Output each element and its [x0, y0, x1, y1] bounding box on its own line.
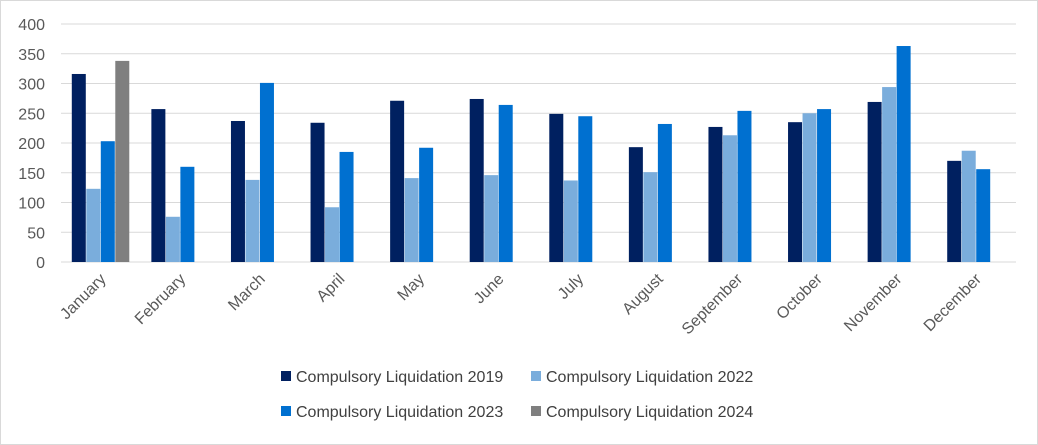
- x-tick-label: May: [395, 271, 428, 304]
- bar-february-1: [151, 109, 166, 263]
- bar-july-1: [549, 113, 564, 262]
- legend-label: Compulsory Liquidation 2019: [296, 369, 503, 386]
- bar-february-3: [180, 166, 195, 262]
- y-tick-label: 150: [18, 166, 45, 183]
- y-tick-label: 0: [36, 255, 45, 272]
- y-tick-label: 350: [18, 47, 45, 64]
- x-tick-label: April: [314, 271, 349, 306]
- bar-january-2: [86, 188, 101, 262]
- y-tick-label: 250: [18, 106, 45, 123]
- bar-july-2: [563, 180, 578, 262]
- bar-march-2: [245, 179, 260, 262]
- x-tick-label: January: [57, 271, 109, 323]
- x-tick-label: December: [921, 270, 986, 335]
- y-tick-label: 100: [18, 196, 45, 213]
- legend-swatch: [531, 406, 541, 416]
- bar-october-3: [817, 109, 832, 263]
- bar-september-3: [737, 110, 752, 263]
- bar-june-2: [484, 175, 499, 262]
- y-tick-label: 200: [18, 136, 45, 153]
- x-tick-label: November: [841, 270, 906, 335]
- legend-swatch: [531, 371, 541, 381]
- x-tick-label: March: [225, 271, 268, 314]
- bar-february-2: [165, 216, 180, 262]
- bar-august-3: [657, 123, 672, 263]
- bar-january-1: [71, 73, 86, 262]
- x-tick-label: September: [679, 270, 747, 338]
- legend-swatch: [281, 406, 291, 416]
- bar-september-1: [708, 126, 723, 262]
- x-tick-label: February: [132, 271, 189, 328]
- y-tick-label: 50: [27, 225, 45, 242]
- bar-january-3: [100, 141, 115, 262]
- y-tick-label: 300: [18, 77, 45, 94]
- bar-may-3: [419, 147, 434, 262]
- y-tick-label: 400: [18, 17, 45, 34]
- bar-march-3: [259, 82, 274, 262]
- legend-label: Compulsory Liquidation 2022: [546, 369, 753, 386]
- bar-october-2: [802, 113, 817, 262]
- bar-april-3: [339, 151, 354, 262]
- x-tick-label: October: [774, 270, 827, 323]
- bar-september-2: [722, 135, 737, 262]
- legend-swatch: [281, 371, 291, 381]
- bar-june-1: [469, 98, 484, 262]
- legend-label: Compulsory Liquidation 2024: [546, 404, 753, 421]
- bar-november-3: [896, 46, 911, 262]
- bar-august-2: [643, 172, 658, 262]
- x-tick-label: June: [471, 271, 508, 308]
- x-tick-label: July: [555, 271, 587, 303]
- bar-october-1: [788, 122, 803, 262]
- bar-january-4: [115, 60, 130, 262]
- bar-may-2: [404, 178, 419, 262]
- bar-march-1: [230, 120, 245, 262]
- bar-august-1: [628, 147, 643, 262]
- bar-june-3: [498, 104, 513, 262]
- bar-april-1: [310, 122, 325, 263]
- bar-december-2: [961, 150, 976, 262]
- bar-november-2: [882, 87, 897, 262]
- bar-july-3: [578, 116, 593, 262]
- bar-april-2: [325, 207, 340, 262]
- bar-december-1: [947, 160, 962, 262]
- bar-december-3: [976, 169, 991, 262]
- x-tick-label: August: [619, 270, 667, 318]
- bar-may-1: [390, 100, 405, 262]
- legend-label: Compulsory Liquidation 2023: [296, 404, 503, 421]
- bar-november-1: [867, 101, 882, 262]
